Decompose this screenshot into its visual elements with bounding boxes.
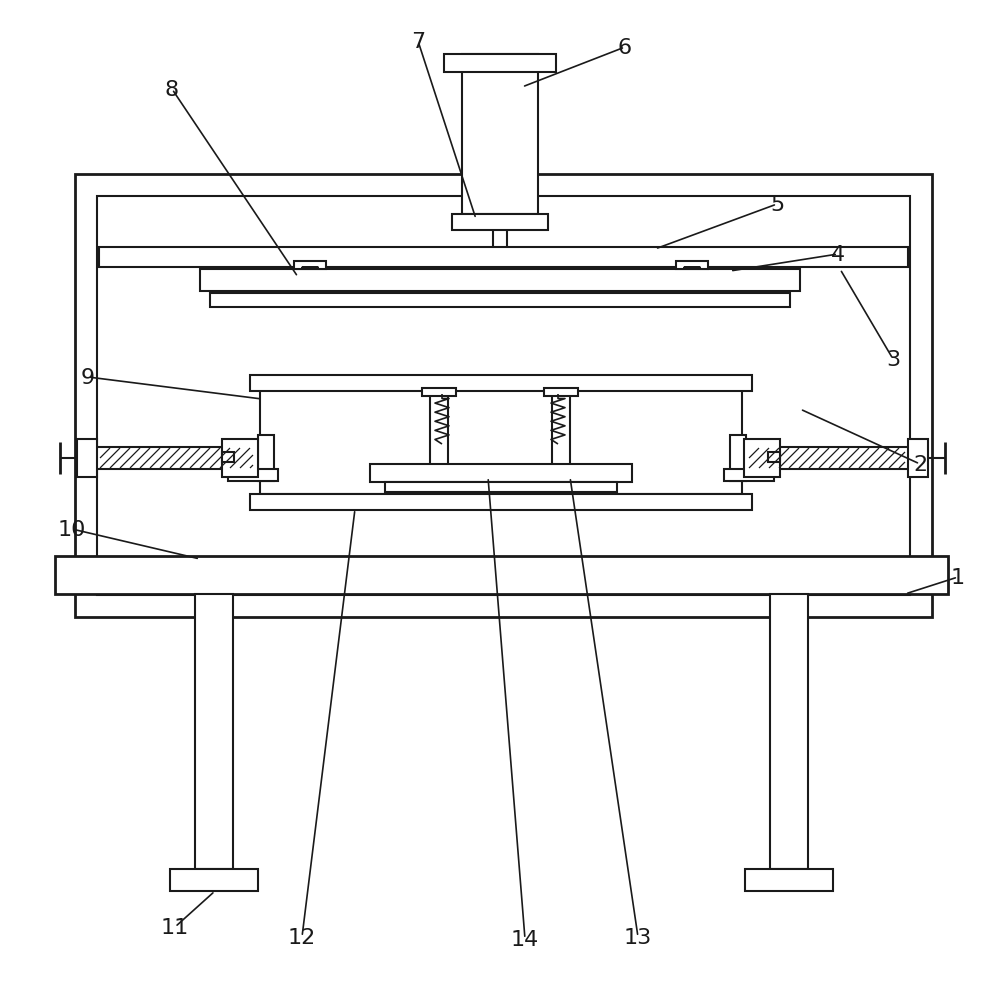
Bar — [462, 55, 538, 215]
Text: 11: 11 — [161, 917, 189, 937]
Bar — [77, 439, 97, 477]
Text: 4: 4 — [831, 245, 845, 264]
Bar — [724, 469, 774, 481]
Text: 1: 1 — [951, 568, 965, 587]
Bar — [170, 869, 258, 891]
Bar — [422, 389, 456, 397]
Bar — [370, 464, 632, 482]
Text: 9: 9 — [81, 368, 95, 388]
Bar — [385, 482, 617, 492]
Bar — [222, 439, 258, 477]
Text: 13: 13 — [624, 927, 652, 947]
Bar — [228, 469, 278, 481]
Bar — [294, 261, 326, 269]
Bar — [250, 494, 752, 511]
Text: 8: 8 — [165, 80, 179, 100]
Text: 12: 12 — [288, 927, 316, 947]
Bar — [195, 594, 233, 869]
Bar — [430, 395, 448, 489]
Text: 2: 2 — [913, 454, 927, 474]
Bar — [99, 248, 908, 267]
Bar — [75, 175, 932, 617]
Bar — [908, 439, 928, 477]
Text: 10: 10 — [58, 520, 86, 540]
Bar — [258, 435, 274, 481]
Bar — [676, 261, 708, 269]
Bar — [222, 452, 234, 462]
Bar — [730, 435, 746, 481]
Bar — [770, 594, 808, 869]
Bar — [744, 447, 910, 469]
Bar — [544, 389, 578, 397]
Text: 3: 3 — [886, 350, 900, 370]
Bar — [210, 293, 790, 308]
Bar — [552, 395, 570, 489]
Bar — [744, 439, 780, 477]
Bar — [95, 447, 258, 469]
Bar — [250, 376, 752, 392]
Bar — [260, 390, 742, 494]
Bar — [745, 869, 833, 891]
Bar — [452, 215, 548, 231]
Text: 14: 14 — [511, 929, 539, 949]
Text: 7: 7 — [411, 32, 425, 52]
Bar — [200, 269, 800, 291]
Bar — [444, 55, 556, 73]
Bar — [97, 197, 910, 595]
Text: 6: 6 — [618, 38, 632, 58]
Text: 5: 5 — [770, 195, 784, 215]
Bar — [768, 452, 780, 462]
Bar — [55, 557, 948, 594]
